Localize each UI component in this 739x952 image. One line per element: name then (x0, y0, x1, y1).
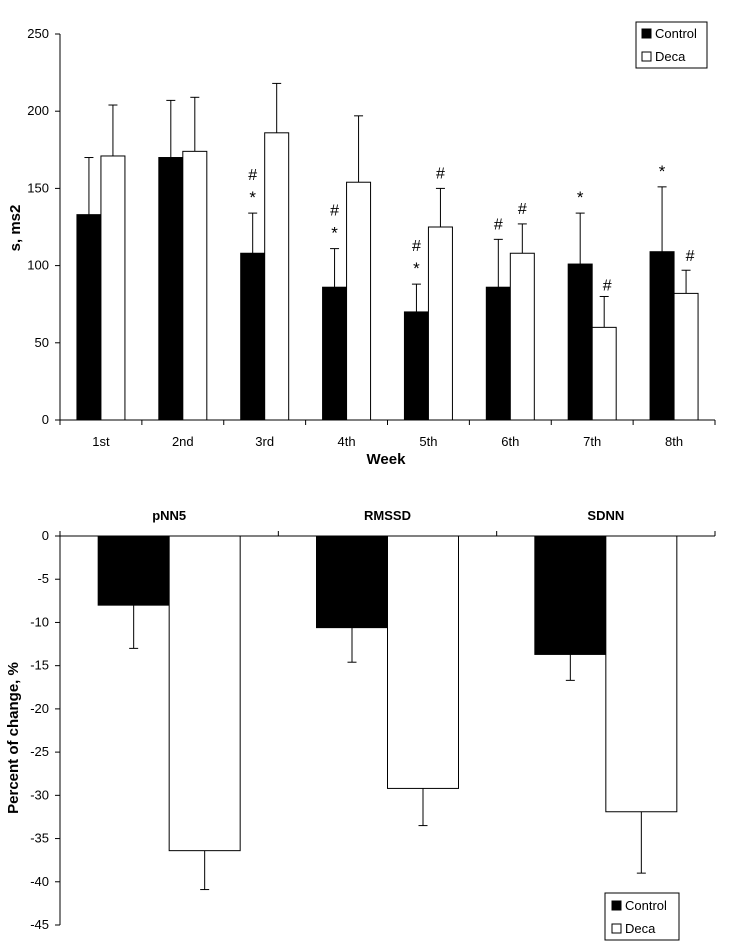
y-tick-label: 0 (42, 528, 49, 543)
significance-star: * (331, 224, 338, 243)
category-label: SDNN (587, 508, 624, 523)
bar-deca (264, 132, 290, 421)
bar-control (76, 214, 102, 421)
bar-deca (346, 181, 372, 421)
chart-weekly-hrv: 0 50 100 150 200 250 * * * * * # # # # # # # # 1st 2nd 3rd 4… (7, 21, 716, 468)
bar-control (649, 251, 675, 421)
legend-deca-swatch (611, 923, 622, 934)
y-tick-label: 150 (27, 180, 49, 195)
y-tick-label: -40 (30, 874, 49, 889)
significance-hash: # (330, 203, 339, 220)
significance-hash: # (518, 201, 527, 218)
bar-deca (100, 155, 126, 421)
bar-control (97, 535, 170, 606)
bar-control (534, 535, 607, 655)
legend-deca-swatch (641, 51, 652, 62)
bar-deca (427, 226, 453, 421)
y-axis-label: s, ms2 (7, 205, 24, 252)
y-tick-label: -20 (30, 701, 49, 716)
significance-hash: # (412, 238, 421, 255)
y-tick-label: -10 (30, 614, 49, 629)
legend: Control Deca (635, 21, 708, 69)
y-tick-label: 0 (42, 412, 49, 427)
x-tick-label: 7th (583, 434, 601, 449)
bar-deca (509, 252, 535, 421)
x-tick-label: 2nd (172, 434, 194, 449)
bar-control (485, 286, 511, 421)
significance-star: * (659, 162, 666, 181)
legend-control-swatch (611, 900, 622, 911)
bar-control (322, 286, 348, 421)
y-tick-label: 200 (27, 103, 49, 118)
x-tick-label: 5th (419, 434, 437, 449)
legend-control-swatch (641, 28, 652, 39)
significance-star: * (249, 188, 256, 207)
y-tick-label: -25 (30, 744, 49, 759)
y-tick-label: -35 (30, 831, 49, 846)
legend-deca-label: Deca (625, 921, 656, 936)
significance-hash: # (494, 216, 503, 233)
bar-control (240, 252, 266, 421)
category-label: pNN5 (152, 508, 186, 523)
legend-control-label: Control (655, 26, 697, 41)
bar-deca (182, 150, 208, 421)
y-tick-label: -45 (30, 917, 49, 932)
y-tick-label: 50 (35, 335, 49, 350)
significance-hash: # (686, 248, 695, 265)
x-tick-label: 6th (501, 434, 519, 449)
x-tick-label: 8th (665, 434, 683, 449)
x-tick-label: 1st (92, 434, 110, 449)
x-axis-label: Week (367, 451, 407, 468)
y-tick-label: -15 (30, 658, 49, 673)
bar-deca (387, 535, 459, 789)
x-tick-label: 4th (338, 434, 356, 449)
bar-control (158, 157, 184, 421)
y-tick-label: -5 (37, 571, 49, 586)
significance-star: * (413, 259, 420, 278)
bar-deca (168, 535, 241, 852)
bar-control (567, 263, 593, 421)
significance-star: * (577, 188, 584, 207)
y-tick-label: -30 (30, 787, 49, 802)
legend-deca-label: Deca (655, 49, 686, 64)
significance-hash: # (248, 167, 257, 184)
y-axis-label: Percent of change, % (5, 662, 22, 814)
bar-control (316, 535, 388, 629)
bar-deca (673, 292, 699, 421)
y-tick-label: 100 (27, 258, 49, 273)
chart-percent-change: 0 -5 -10 -15 -20 -25 -30 -35 -40 -45 pNN5 RMSSD SDN… (5, 508, 716, 941)
bar-deca (605, 535, 678, 813)
significance-hash: # (436, 165, 445, 182)
bar-control (403, 311, 429, 421)
legend: Control Deca (604, 892, 680, 941)
significance-hash: # (603, 277, 612, 294)
legend-control-label: Control (625, 898, 667, 913)
y-tick-label: 250 (27, 26, 49, 41)
x-tick-label: 3rd (255, 434, 274, 449)
category-label: RMSSD (364, 508, 411, 523)
bar-deca (591, 326, 617, 421)
